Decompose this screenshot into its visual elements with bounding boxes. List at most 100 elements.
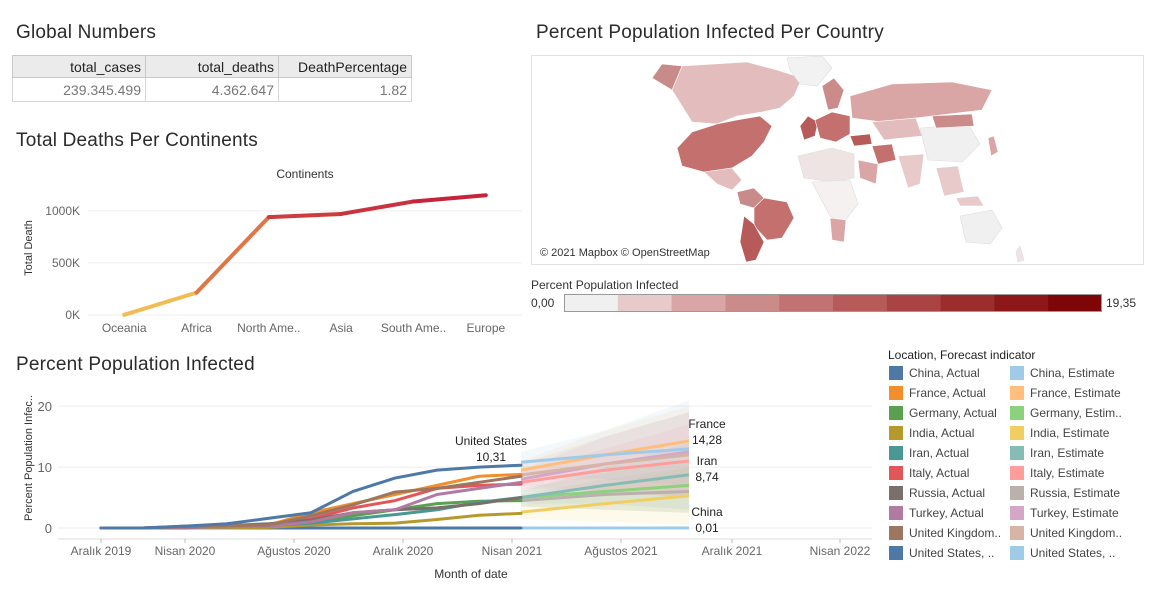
legend-swatch bbox=[1010, 406, 1024, 420]
x-tick-label: Ağustos 2021 bbox=[584, 544, 658, 558]
legend-label: United States, .. bbox=[909, 546, 995, 560]
legend-label: Turkey, Actual bbox=[909, 506, 984, 520]
legend-item[interactable]: United States, .. bbox=[1010, 546, 1115, 560]
legend-label: Turkey, Estimate bbox=[1030, 506, 1119, 520]
legend-label: India, Estimate bbox=[1030, 426, 1110, 440]
deaths-line-segment[interactable] bbox=[339, 199, 416, 216]
deaths-line-segment[interactable] bbox=[411, 193, 488, 204]
legend-swatch bbox=[889, 446, 903, 460]
map-credit: © 2021 Mapbox © OpenStreetMap bbox=[540, 247, 710, 259]
legend-label: United States, .. bbox=[1030, 546, 1116, 560]
annotation-value: 0,01 bbox=[695, 521, 719, 535]
map-region-mongolia bbox=[931, 113, 975, 129]
legend-swatch bbox=[889, 526, 903, 540]
legend-swatch bbox=[889, 546, 903, 560]
legend-item[interactable]: Turkey, Estimate bbox=[1010, 506, 1119, 520]
legend-item[interactable]: France, Estimate bbox=[1010, 386, 1121, 400]
legend-item[interactable]: Russia, Estimate bbox=[1010, 486, 1120, 500]
y-tick-label: 0 bbox=[45, 521, 52, 536]
map-region-iran bbox=[871, 143, 897, 165]
infected-annotations: United States 10,31 France 14,28 Iran 8,74 Chi… bbox=[455, 417, 726, 535]
legend-item[interactable]: Turkey, Actual bbox=[889, 506, 984, 520]
value-total-cases: 239.345.499 bbox=[12, 77, 146, 102]
actual-line[interactable] bbox=[99, 463, 523, 530]
map-title: Percent Population Infected Per Country bbox=[536, 22, 884, 43]
infected-lines bbox=[99, 439, 690, 530]
y-tick-label: 500K bbox=[52, 256, 80, 270]
world-map[interactable]: © 2021 Mapbox © OpenStreetMap bbox=[531, 55, 1144, 265]
legend-label: United Kingdom.. bbox=[1030, 526, 1123, 540]
forecast-line[interactable] bbox=[520, 459, 690, 484]
map-region-alaska bbox=[651, 63, 683, 91]
legend-item[interactable]: Italy, Estimate bbox=[1010, 466, 1104, 480]
x-tick-label: Asia bbox=[329, 321, 353, 335]
annotation-name: China bbox=[691, 505, 723, 519]
legend-label: India, Actual bbox=[909, 426, 975, 440]
legend-item[interactable]: India, Estimate bbox=[1010, 426, 1109, 440]
annotation-value: 14,28 bbox=[692, 433, 722, 447]
legend-item[interactable]: United Kingdom.. bbox=[1010, 526, 1122, 540]
map-region-kazakhstan bbox=[871, 117, 923, 141]
legend-item[interactable]: Italy, Actual bbox=[889, 466, 969, 480]
deaths-line-segment[interactable] bbox=[266, 211, 344, 220]
global-numbers-title: Global Numbers bbox=[16, 22, 157, 43]
x-tick-label: Aralık 2020 bbox=[373, 544, 434, 558]
legend-swatch bbox=[1010, 426, 1024, 440]
deaths-line-segment[interactable] bbox=[122, 290, 199, 317]
map-region-canada bbox=[671, 61, 803, 125]
deaths-y-axis-label: Total Death bbox=[23, 220, 35, 276]
deaths-marks bbox=[122, 193, 488, 317]
forecast-line[interactable] bbox=[520, 473, 690, 500]
annotation-name: United States bbox=[455, 434, 527, 448]
legend-item[interactable]: Germany, Actual bbox=[889, 406, 997, 420]
deaths-line-segment[interactable] bbox=[194, 215, 271, 295]
y-tick-label: 0K bbox=[65, 308, 80, 322]
header-total-deaths[interactable]: total_deaths bbox=[145, 55, 279, 78]
x-tick-label: Africa bbox=[181, 321, 212, 335]
legend-item[interactable]: United Kingdom.. bbox=[889, 526, 1001, 540]
x-tick-label: Oceania bbox=[102, 321, 147, 335]
forecast-line[interactable] bbox=[520, 483, 690, 500]
forecast-line[interactable] bbox=[520, 489, 690, 503]
legend-item[interactable]: France, Actual bbox=[889, 386, 986, 400]
scale-step bbox=[994, 294, 1049, 312]
map-region-china bbox=[919, 123, 981, 163]
legend-item[interactable]: Iran, Estimate bbox=[1010, 446, 1104, 460]
legend-item[interactable]: Russia, Actual bbox=[889, 486, 985, 500]
legend-item[interactable]: Germany, Estim.. bbox=[1010, 406, 1122, 420]
legend-item[interactable]: China, Actual bbox=[889, 366, 980, 380]
map-region-europe-west bbox=[799, 115, 819, 141]
map-color-scale bbox=[564, 294, 1102, 312]
scale-step bbox=[886, 294, 942, 312]
x-tick-label: Aralık 2019 bbox=[71, 544, 132, 558]
forecast-line[interactable] bbox=[520, 453, 690, 477]
map-legend-max: 19,35 bbox=[1106, 296, 1137, 310]
annotation-name: Iran bbox=[697, 454, 718, 468]
x-tick-label: North Ame.. bbox=[237, 321, 300, 335]
forecast-line[interactable] bbox=[520, 447, 690, 464]
legend-label: Germany, Estim.. bbox=[1030, 406, 1122, 420]
map-region-north-africa bbox=[797, 147, 855, 183]
map-region-russia bbox=[849, 81, 993, 123]
deaths-grid: 0K 500K 1000K Oceania Africa North Ame.. Asia S… bbox=[45, 204, 522, 335]
header-death-percentage[interactable]: DeathPercentage bbox=[278, 55, 412, 78]
scale-step bbox=[564, 294, 619, 312]
map-region-new-zealand bbox=[1015, 245, 1025, 263]
legend-swatch bbox=[1010, 386, 1024, 400]
legend-label: China, Estimate bbox=[1030, 366, 1115, 380]
map-region-arabia bbox=[857, 159, 879, 185]
legend-swatch bbox=[889, 466, 903, 480]
x-tick-label: Nisan 2021 bbox=[482, 544, 543, 558]
header-total-cases[interactable]: total_cases bbox=[12, 55, 146, 78]
legend-item[interactable]: Iran, Actual bbox=[889, 446, 969, 460]
legend-swatch bbox=[889, 366, 903, 380]
legend-item[interactable]: China, Estimate bbox=[1010, 366, 1115, 380]
legend-item[interactable]: United States, .. bbox=[889, 546, 994, 560]
legend-item[interactable]: India, Actual bbox=[889, 426, 974, 440]
x-tick-label: Ağustos 2020 bbox=[257, 544, 331, 558]
legend-label: Russia, Actual bbox=[909, 486, 986, 500]
x-tick-label: South Ame.. bbox=[381, 321, 446, 335]
forecast-line[interactable] bbox=[520, 494, 690, 514]
x-tick-label: Nisan 2020 bbox=[155, 544, 216, 558]
infected-legend-title: Location, Forecast indicator bbox=[888, 348, 1036, 362]
